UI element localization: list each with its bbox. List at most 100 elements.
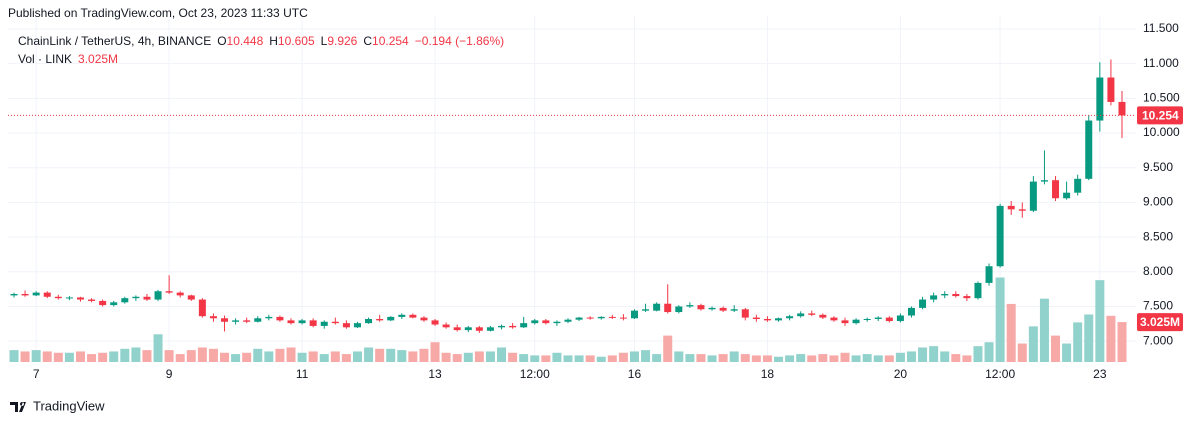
candle-body	[464, 327, 472, 331]
candle-body	[121, 298, 129, 303]
candle-body	[819, 314, 827, 318]
candle-body	[1085, 120, 1093, 179]
volume-bar	[674, 351, 684, 362]
volume-bar	[508, 352, 518, 362]
volume-bar	[873, 355, 883, 362]
volume-bar	[1051, 335, 1061, 362]
volume-bar	[87, 354, 97, 362]
volume-bar	[497, 347, 507, 362]
candle-body	[1063, 192, 1071, 199]
candle-body	[320, 321, 328, 326]
volume-bar	[929, 346, 939, 362]
candle-body	[187, 295, 195, 300]
candle-body	[1018, 209, 1026, 211]
volume-bar	[729, 351, 739, 362]
volume-bar	[530, 355, 540, 362]
candle-body	[221, 318, 229, 322]
volume-bar	[98, 352, 108, 362]
candle-body	[907, 307, 915, 316]
last-price-box	[1137, 106, 1183, 125]
candle-body	[243, 320, 251, 322]
candle-body	[298, 320, 306, 324]
volume-bar	[696, 354, 706, 362]
volume-bar	[1062, 343, 1072, 362]
volume-bar	[940, 351, 950, 362]
volume-bar	[42, 351, 52, 362]
candle-body	[475, 327, 483, 331]
volume-bar	[973, 346, 983, 362]
candle-body	[165, 291, 173, 293]
candle-body	[132, 296, 140, 299]
ohlc-value: 10.254	[372, 34, 409, 48]
candle-body	[431, 320, 439, 325]
candle-body	[342, 323, 350, 328]
candle-body	[686, 305, 694, 307]
candle-body	[619, 317, 627, 319]
volume-bar	[1117, 322, 1127, 362]
candle-body	[1107, 77, 1115, 102]
candle-body	[10, 294, 18, 296]
volume-bar	[485, 351, 495, 362]
volume-value: 3.025M	[78, 52, 118, 66]
candle-body	[387, 316, 395, 321]
volume-bar	[352, 351, 362, 362]
candle-body	[254, 318, 262, 322]
candle-body	[564, 319, 572, 322]
candle-body	[1052, 180, 1060, 199]
volume-bar	[131, 347, 141, 362]
candle-body	[586, 317, 594, 319]
volume-bar	[142, 350, 152, 362]
volume-bar	[840, 352, 850, 362]
volume-bar	[463, 352, 473, 362]
volume-value-box	[1137, 313, 1183, 332]
candle-body	[409, 314, 417, 318]
volume-bar	[807, 355, 817, 362]
y-tick-label: 8.500	[1143, 229, 1173, 243]
candle-body	[919, 299, 927, 308]
x-tick-label: 13	[428, 367, 442, 381]
candle-body	[209, 316, 217, 319]
candle-body	[76, 297, 84, 300]
volume-bar	[220, 352, 230, 362]
volume-bar	[951, 354, 961, 362]
price-change: −0.194 (−1.86%)	[415, 34, 504, 48]
volume-bar	[330, 351, 340, 362]
x-tick-label: 11	[296, 367, 309, 381]
candle-body	[752, 317, 760, 319]
volume-bar	[1017, 343, 1027, 362]
candle-body	[176, 292, 184, 296]
x-tick-label: 12:00	[520, 367, 550, 381]
candle-body	[1118, 101, 1126, 116]
volume-bar	[1106, 315, 1116, 362]
candle-body	[974, 282, 982, 299]
candle-body	[65, 297, 73, 299]
volume-bar	[1006, 303, 1016, 362]
volume-bar	[186, 350, 196, 362]
candle-body	[896, 315, 904, 322]
candle-body	[99, 300, 107, 306]
volume-bar	[918, 347, 928, 362]
candle-body	[353, 323, 361, 328]
volume-bar	[231, 354, 241, 362]
candle-body	[642, 309, 650, 311]
volume-bar	[397, 350, 407, 362]
candle-body	[154, 291, 162, 300]
legend-line: ChainLink / TetherUS, 4h, BINANCE O10.448…	[18, 34, 504, 48]
volume-bar	[751, 355, 761, 362]
candle-body	[276, 316, 284, 321]
candle-body	[486, 327, 494, 331]
volume-bar	[253, 348, 263, 362]
volume-bar	[596, 356, 606, 362]
volume-bar	[541, 355, 551, 362]
volume-bar	[452, 354, 462, 362]
candle-body	[730, 309, 738, 311]
volume-bar	[75, 351, 85, 362]
candle-body	[520, 323, 528, 328]
volume-bar	[851, 355, 861, 362]
volume-bar	[275, 348, 285, 362]
volume-bar	[618, 352, 628, 362]
candle-body	[542, 320, 550, 324]
x-tick-label: 9	[166, 367, 173, 381]
